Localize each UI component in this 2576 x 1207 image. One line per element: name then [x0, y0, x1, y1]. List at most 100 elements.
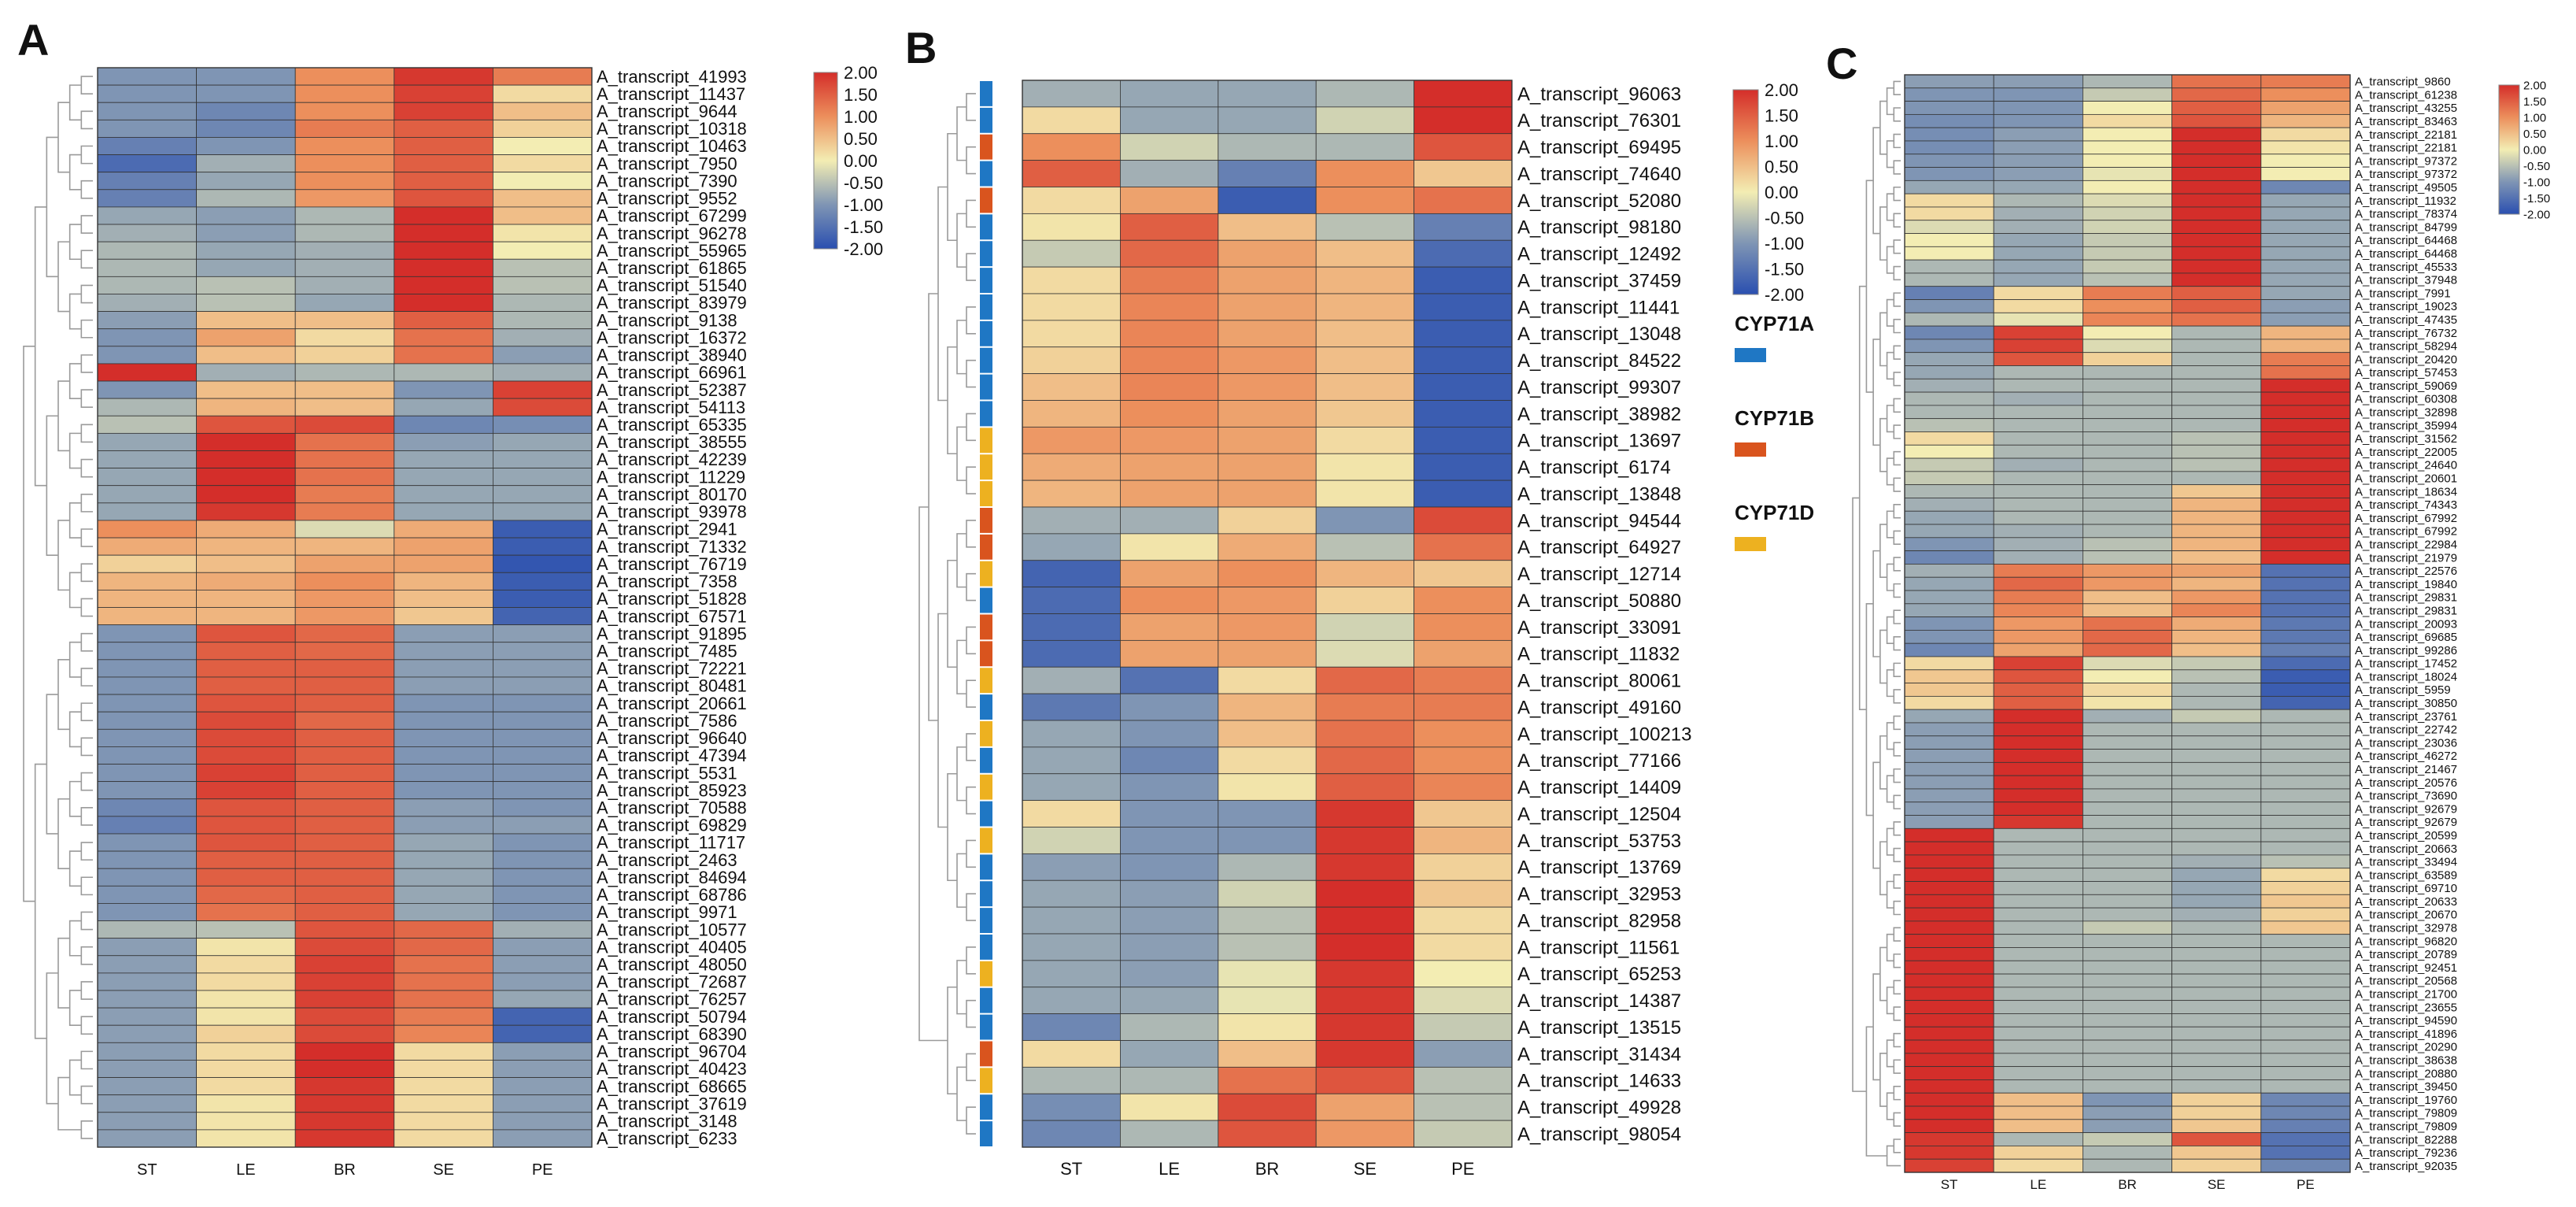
row-label: A_transcript_91895 [597, 624, 747, 643]
heatmap-cell [196, 589, 296, 608]
heatmap-cell [196, 206, 296, 225]
heatmap-cell [2171, 418, 2262, 432]
heatmap-cell [294, 728, 395, 747]
heatmap-cell [196, 189, 296, 208]
heatmap-cell [394, 781, 493, 800]
heatmap-cell [1993, 510, 2083, 525]
heatmap-cell [1414, 533, 1513, 561]
heatmap-cell [97, 728, 197, 747]
heatmap-cell [1904, 960, 1994, 975]
heatmap-cell [294, 328, 395, 347]
dendrogram-branch [1886, 668, 1894, 698]
group-marker-cyp71a [980, 374, 992, 400]
heatmap-cell [394, 432, 493, 451]
heatmap-cell [2171, 233, 2262, 247]
dendrogram-branch [1879, 629, 1887, 684]
heatmap-cell [2260, 1105, 2351, 1120]
dendrogram-branch [956, 1066, 966, 1121]
heatmap-cell [2082, 894, 2172, 909]
heatmap-cell [196, 885, 296, 904]
heatmap-cell [2171, 894, 2262, 909]
group-marker-cyp71a [980, 747, 992, 773]
dendrogram-branch [966, 1053, 976, 1082]
heatmap-cell [493, 1007, 593, 1026]
heatmap-cell [1120, 666, 1219, 694]
heatmap-cell [1315, 666, 1414, 694]
heatmap-cell [1022, 639, 1121, 668]
heatmap-cell [1414, 426, 1513, 454]
heatmap-cell [394, 868, 493, 887]
heatmap-cell [2171, 920, 2262, 935]
row-label: A_transcript_33091 [1517, 617, 1681, 639]
heatmap-cell [1120, 1066, 1219, 1094]
heatmap-cell [1120, 773, 1219, 802]
dendrogram-branch [966, 199, 976, 228]
row-label: A_transcript_77166 [1517, 750, 1681, 772]
heatmap-cell [294, 694, 395, 713]
row-label: A_transcript_73690 [2355, 790, 2457, 803]
row-label: A_transcript_20093 [2355, 617, 2457, 631]
row-label: A_transcript_92679 [2355, 802, 2457, 816]
row-label: A_transcript_23655 [2355, 1001, 2457, 1014]
dendrogram-branch [46, 415, 58, 556]
colorbar-tick-label: 1.00 [844, 107, 878, 127]
heatmap-cell [97, 294, 197, 312]
heatmap-cell [2082, 590, 2172, 605]
heatmap-cell [97, 972, 197, 991]
heatmap-cell [2260, 564, 2351, 578]
heatmap-cell [394, 154, 493, 173]
heatmap-cell [2082, 484, 2172, 498]
dendrogram-branch [57, 380, 70, 452]
heatmap-cell [1904, 775, 1994, 790]
row-label: A_transcript_83463 [2355, 115, 2457, 128]
dendrogram-branch [956, 106, 966, 161]
heatmap-cell [1993, 1146, 2083, 1160]
row-label: A_transcript_76719 [597, 554, 747, 574]
heatmap-cell [294, 380, 395, 399]
dendrogram-branch [68, 502, 82, 539]
heatmap-cell [1218, 293, 1317, 321]
heatmap-cell [1904, 788, 1994, 803]
heatmap-cell [2171, 841, 2262, 856]
heatmap-cell [97, 1112, 197, 1131]
heatmap-cell [97, 1060, 197, 1078]
row-label: A_transcript_69495 [1517, 137, 1681, 158]
heatmap-cell [2171, 683, 2262, 697]
heatmap-cell [1414, 346, 1513, 375]
dendrogram-branch [80, 180, 93, 199]
heatmap-cell [1218, 827, 1317, 854]
heatmap-cell [1315, 400, 1414, 428]
row-label: A_transcript_22984 [2355, 538, 2457, 551]
colorbar-tick-label: -2.00 [844, 239, 883, 259]
heatmap-cell [1993, 603, 2083, 618]
heatmap-cell [294, 607, 395, 626]
heatmap-cell [1414, 827, 1513, 854]
dendrogram-branch [928, 293, 938, 721]
heatmap-cell [1120, 800, 1219, 827]
heatmap-cell [2171, 220, 2262, 234]
heatmap-cell [1120, 879, 1219, 908]
heatmap-cell [1904, 934, 1994, 948]
heatmap-cell [196, 572, 296, 591]
heatmap-cell [2082, 299, 2172, 313]
heatmap-cell [2171, 365, 2262, 380]
heatmap-cell [1315, 773, 1414, 802]
dendrogram-branch [966, 146, 976, 175]
heatmap-cell [2260, 1000, 2351, 1014]
heatmap-cell [1904, 325, 1994, 340]
heatmap-cell [493, 241, 593, 260]
row-label: A_transcript_21467 [2355, 763, 2457, 776]
heatmap-cell [1022, 453, 1121, 481]
heatmap-cell [493, 328, 593, 347]
heatmap-cell [2082, 722, 2172, 737]
heatmap-cell [2260, 709, 2351, 724]
heatmap-cell [2171, 405, 2262, 420]
heatmap-cell [1993, 246, 2083, 261]
heatmap-cell [1022, 933, 1121, 961]
heatmap-cell [1993, 616, 2083, 631]
heatmap-cell [493, 990, 593, 1009]
heatmap-cell [1315, 80, 1414, 108]
heatmap-cell [1993, 180, 2083, 194]
heatmap-cell [2260, 881, 2351, 895]
